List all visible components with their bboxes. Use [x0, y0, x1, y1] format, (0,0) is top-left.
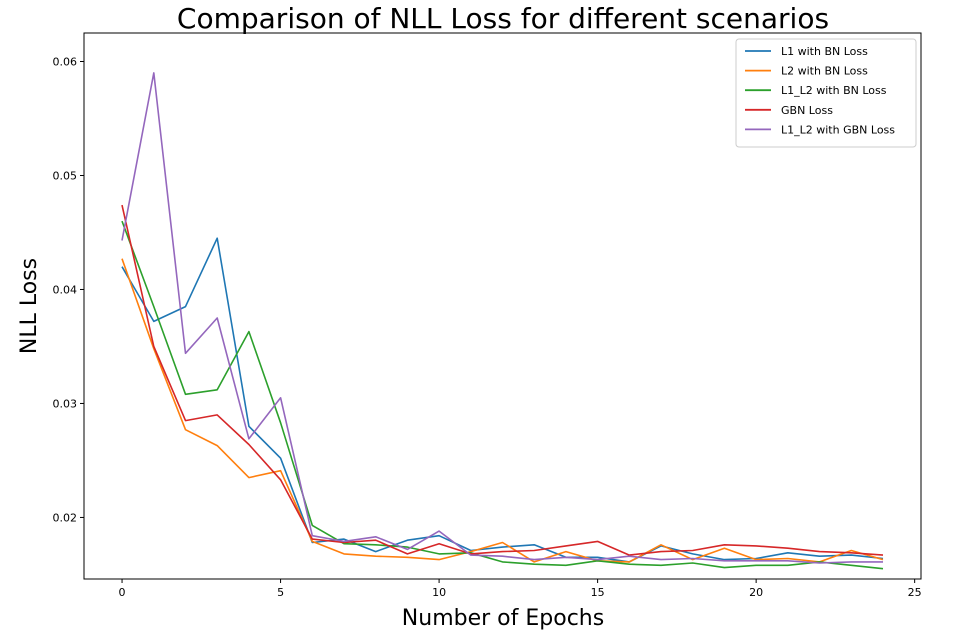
y-tick-label: 0.03	[53, 397, 78, 410]
legend-label: L1 with BN Loss	[781, 45, 868, 58]
y-tick-label: 0.04	[53, 283, 78, 296]
axes-frame	[83, 32, 922, 580]
y-tick-label: 0.06	[53, 55, 78, 68]
chart-title: Comparison of NLL Loss for different sce…	[177, 2, 829, 35]
legend-label: GBN Loss	[781, 104, 833, 117]
legend-label: L1_L2 with GBN Loss	[781, 123, 895, 136]
y-tick-label: 0.02	[53, 511, 78, 524]
series-line-4	[121, 204, 884, 556]
x-tick-label: 10	[432, 586, 446, 599]
series-line-3	[121, 220, 884, 570]
x-tick-label: 20	[749, 586, 763, 599]
x-tick-label: 0	[119, 586, 126, 599]
x-tick-label: 15	[591, 586, 605, 599]
legend-box	[735, 38, 917, 148]
series-line-2	[121, 258, 884, 563]
legend-label: L1_L2 with BN Loss	[781, 84, 887, 97]
x-tick-label: 25	[908, 586, 922, 599]
x-axis-label: Number of Epochs	[402, 606, 604, 631]
y-tick-label: 0.05	[53, 169, 78, 182]
x-axis-ticks: 0 5 10 15 20 25	[119, 579, 922, 599]
plot-area	[121, 72, 884, 570]
legend: L1 with BN Loss L2 with BN Loss L1_L2 with…	[735, 38, 917, 148]
series-line-1	[121, 237, 884, 563]
y-axis-ticks: 0.02 0.03 0.04 0.05 0.06	[53, 55, 84, 524]
x-tick-label: 5	[277, 586, 284, 599]
legend-label: L2 with BN Loss	[781, 65, 868, 78]
y-axis-label: NLL Loss	[17, 258, 42, 354]
series-line-5	[121, 72, 883, 564]
